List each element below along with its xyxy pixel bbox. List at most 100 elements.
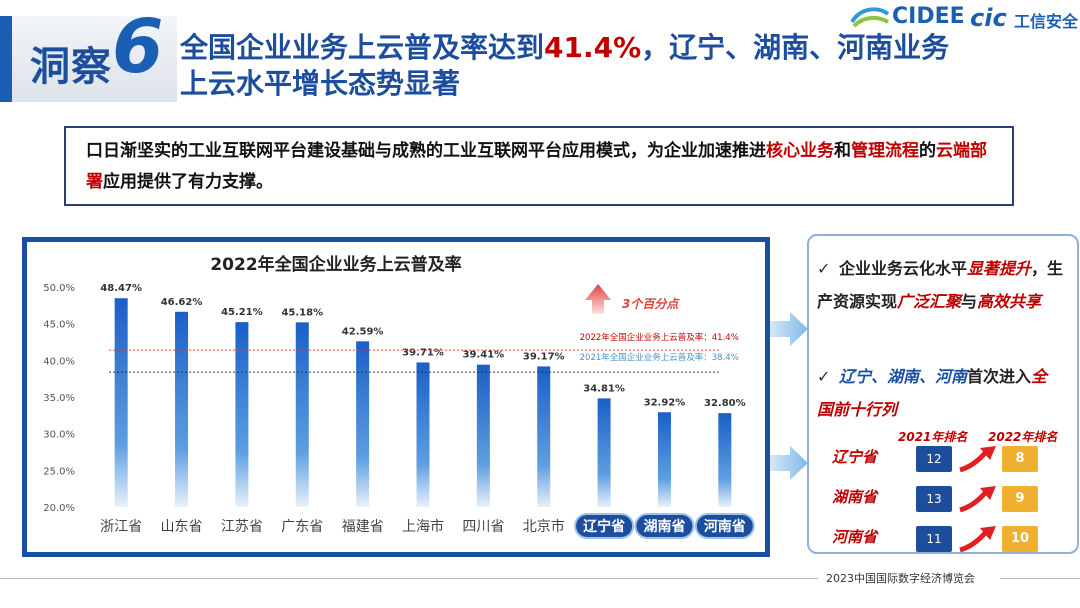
y-tick-label: 25.0% — [43, 466, 75, 477]
rank-2022: 10 — [1002, 526, 1038, 552]
bar — [416, 362, 430, 507]
intro-red-2: 管理流程 — [851, 141, 919, 161]
footer-rule — [1000, 578, 1080, 579]
title-text-a: 全国企业业务上云普及率达到 — [180, 31, 545, 64]
bar — [356, 341, 370, 507]
bar — [295, 322, 309, 507]
bar — [657, 412, 671, 507]
category-label: 广东省 — [281, 519, 323, 535]
intro-part4: 应用提供了有力支撑。 — [103, 172, 273, 192]
bullet1-text-c: 与 — [961, 292, 978, 311]
y-tick-label: 35.0% — [43, 393, 75, 404]
arrow-right-icon — [770, 312, 808, 346]
arrow-right-icon — [770, 446, 808, 480]
bar-value-label: 48.47% — [100, 283, 142, 294]
rank-province: 辽宁省 — [832, 448, 878, 466]
category-label: 河南省 — [704, 518, 746, 535]
category-label: 浙江省 — [100, 519, 142, 535]
header-label-band — [12, 16, 177, 102]
bar-value-label: 34.81% — [583, 383, 625, 394]
y-tick-label: 45.0% — [43, 320, 75, 331]
intro-part3: 的 — [919, 141, 936, 161]
intro-red-3: 云端部署 — [86, 141, 987, 192]
header-accent-bar — [0, 16, 12, 102]
intro-box: 口日渐坚实的工业互联网平台建设基础与成熟的工业互联网平台应用模式，为企业加速推进… — [64, 126, 1014, 206]
bullet2-em: 全国前十行列 — [817, 367, 1048, 419]
category-label: 四川省 — [462, 519, 504, 535]
bar-value-label: 39.41% — [463, 350, 505, 361]
rank-2022: 8 — [1002, 446, 1038, 472]
increase-arrow-icon — [585, 284, 612, 314]
cidee-logo-text: CIDEE — [892, 4, 965, 29]
bar — [537, 366, 551, 507]
bullet1-text-a: 企业业务云化水平 — [839, 259, 968, 278]
check-icon: ✓ — [817, 367, 831, 386]
rank-province: 湖南省 — [832, 488, 878, 506]
rank-province: 河南省 — [832, 528, 878, 546]
chart-frame: 2022年全国企业业务上云普及率 20.0% 25.0% 30.0% 35.0% 40.0… — [22, 237, 770, 557]
rank-up-arrow-icon — [959, 526, 996, 552]
rank-2022: 9 — [1002, 486, 1038, 512]
category-label: 江苏省 — [221, 519, 263, 535]
bar-value-label: 45.18% — [281, 307, 323, 318]
category-label: 湖南省 — [643, 518, 685, 535]
finding-bullet-1: ✓ 企业业务云化水平显著提升，生产资源实现广泛汇聚与高效共享 — [817, 252, 1073, 318]
bar-value-label: 45.21% — [221, 307, 263, 318]
bullet2-provinces: 辽宁、湖南、河南 — [839, 367, 968, 386]
cic-logo-text: cic — [970, 4, 1007, 32]
chart-title: 2022年全国企业业务上云普及率 — [210, 254, 461, 275]
category-label: 北京市 — [523, 518, 565, 535]
bar-value-label: 32.80% — [704, 398, 746, 409]
category-label: 山东省 — [161, 519, 203, 535]
rank-2021: 13 — [916, 486, 952, 512]
chart-annotation: 3个百分点 — [622, 297, 680, 311]
bar-chart: 2022年全国企业业务上云普及率 20.0% 25.0% 30.0% 35.0% 40.0… — [43, 254, 755, 539]
y-tick-label: 20.0% — [43, 503, 75, 514]
chart-panel: 2022年全国企业业务上云普及率 20.0% 25.0% 30.0% 35.0% 40.0… — [27, 242, 765, 552]
reference-line-label: 2021年全国企业业务上云普及率：38.4% — [580, 352, 739, 363]
intro-red-1: 核心业务 — [766, 141, 834, 161]
rank-up-arrow-icon — [959, 446, 996, 472]
cidee-logo-icon — [850, 7, 890, 28]
bar-value-label: 32.92% — [644, 397, 686, 408]
bar — [175, 311, 189, 507]
bar-value-label: 46.62% — [161, 297, 203, 308]
bar — [718, 413, 732, 507]
rank-2021: 11 — [916, 526, 952, 552]
title-line-2: 上云水平增长态势显著 — [180, 67, 461, 100]
footer-caption: 2023中国国际数字经济博览会 — [826, 572, 975, 585]
finding-bullet-2: ✓ 辽宁、湖南、河南首次进入全国前十行列 — [817, 360, 1057, 426]
bar — [235, 322, 249, 507]
bullet1-em-3: 高效共享 — [977, 292, 1042, 311]
category-label: 上海市 — [402, 518, 444, 535]
y-tick-label: 50.0% — [43, 283, 75, 294]
rank-header-2022: 2022年排名 — [988, 430, 1058, 444]
check-icon: ✓ — [817, 259, 831, 278]
rank-up-arrow-icon — [959, 486, 996, 512]
rank-2021: 12 — [916, 446, 952, 472]
insight-label: 洞察 — [30, 44, 112, 90]
insight-number: 6 — [112, 4, 164, 90]
cic-logo-cn: 工信安全 — [1014, 12, 1079, 31]
bullet1-em-1: 显著提升 — [967, 259, 1032, 278]
category-pill — [634, 513, 695, 539]
reference-line-label: 2022年全国企业业务上云普及率：41.4% — [580, 332, 739, 343]
rank-header-2021: 2021年排名 — [898, 430, 968, 444]
intro-part2: 和 — [834, 141, 851, 161]
bar — [597, 398, 611, 507]
category-pill — [694, 513, 755, 539]
footer-rule — [0, 578, 818, 579]
page-title: 全国企业业务上云普及率达到41.4%，辽宁、湖南、河南业务 上云水平增长态势显著 — [180, 30, 1000, 102]
bar — [114, 298, 128, 507]
bullet1-em-2: 广泛汇聚 — [897, 292, 962, 311]
y-tick-label: 30.0% — [43, 430, 75, 441]
bar-value-label: 39.17% — [523, 351, 565, 362]
bullet2-text-a: 首次进入 — [967, 367, 1032, 386]
title-percent: 41.4% — [544, 31, 642, 64]
title-text-b: ，辽宁、湖南、河南业务 — [641, 31, 950, 64]
bar-value-label: 39.71% — [402, 347, 444, 358]
intro-part1: 口日渐坚实的工业互联网平台建设基础与成熟的工业互联网平台应用模式，为企业加速推进 — [86, 141, 766, 161]
category-label: 福建省 — [342, 519, 384, 535]
bullet1-text-b: ，生产资源实现 — [817, 259, 1064, 311]
category-pill — [574, 513, 635, 539]
